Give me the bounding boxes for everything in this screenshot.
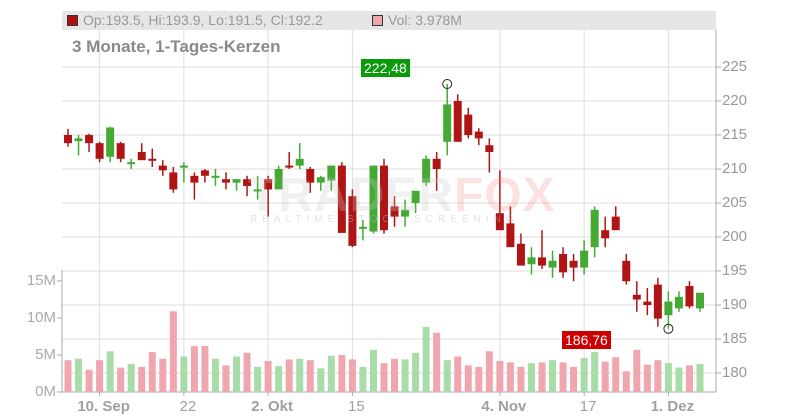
price-tick-label: 200: [722, 228, 748, 245]
price-tick-label: 220: [722, 92, 748, 109]
ohlc-label: Op:193.5, Hi:193.9, Lo:191.5, Cl:192.2: [83, 12, 323, 28]
high-price-callout: 222,48: [361, 59, 410, 77]
ohlc-legend: Op:193.5, Hi:193.9, Lo:191.5, Cl:192.2: [67, 12, 323, 28]
volume-swatch-icon: [372, 14, 383, 26]
watermark-tagline: REALTIME STOCK SCREENING: [250, 214, 519, 225]
legend-bar: [62, 11, 716, 30]
price-tick-label: 205: [722, 194, 748, 211]
volume-tick-label: 10M: [26, 309, 56, 326]
price-tick-label: 210: [722, 160, 748, 177]
volume-tick-label: 0M: [35, 383, 56, 400]
date-tick-label: 17: [579, 398, 597, 415]
price-tick-label: 215: [722, 126, 748, 143]
date-tick-label: 22: [179, 398, 197, 415]
ohlc-swatch-icon: [67, 14, 78, 26]
date-tick-label: 15: [348, 398, 365, 415]
date-tick-label: 2. Okt: [251, 398, 293, 415]
chart-subtitle: 3 Monate, 1-Tages-Kerzen: [72, 37, 281, 56]
volume-label: Vol: 3.978M: [388, 12, 462, 28]
low-price-callout: 186,76: [562, 331, 611, 349]
price-tick-label: 195: [722, 262, 748, 279]
date-tick-label: 4. Nov: [481, 398, 527, 415]
volume-tick-label: 15M: [26, 272, 56, 289]
price-tick-label: 225: [722, 58, 748, 75]
watermark-logo: TRADERFOX: [248, 169, 556, 222]
price-tick-label: 185: [722, 330, 748, 347]
volume-legend: Vol: 3.978M: [372, 12, 462, 28]
volume-tick-label: 5M: [35, 346, 56, 363]
date-tick-label: 10. Sep: [77, 398, 130, 415]
price-tick-label: 190: [722, 296, 748, 313]
price-tick-label: 180: [722, 364, 748, 381]
date-tick-label: 1. Dez: [650, 398, 695, 415]
